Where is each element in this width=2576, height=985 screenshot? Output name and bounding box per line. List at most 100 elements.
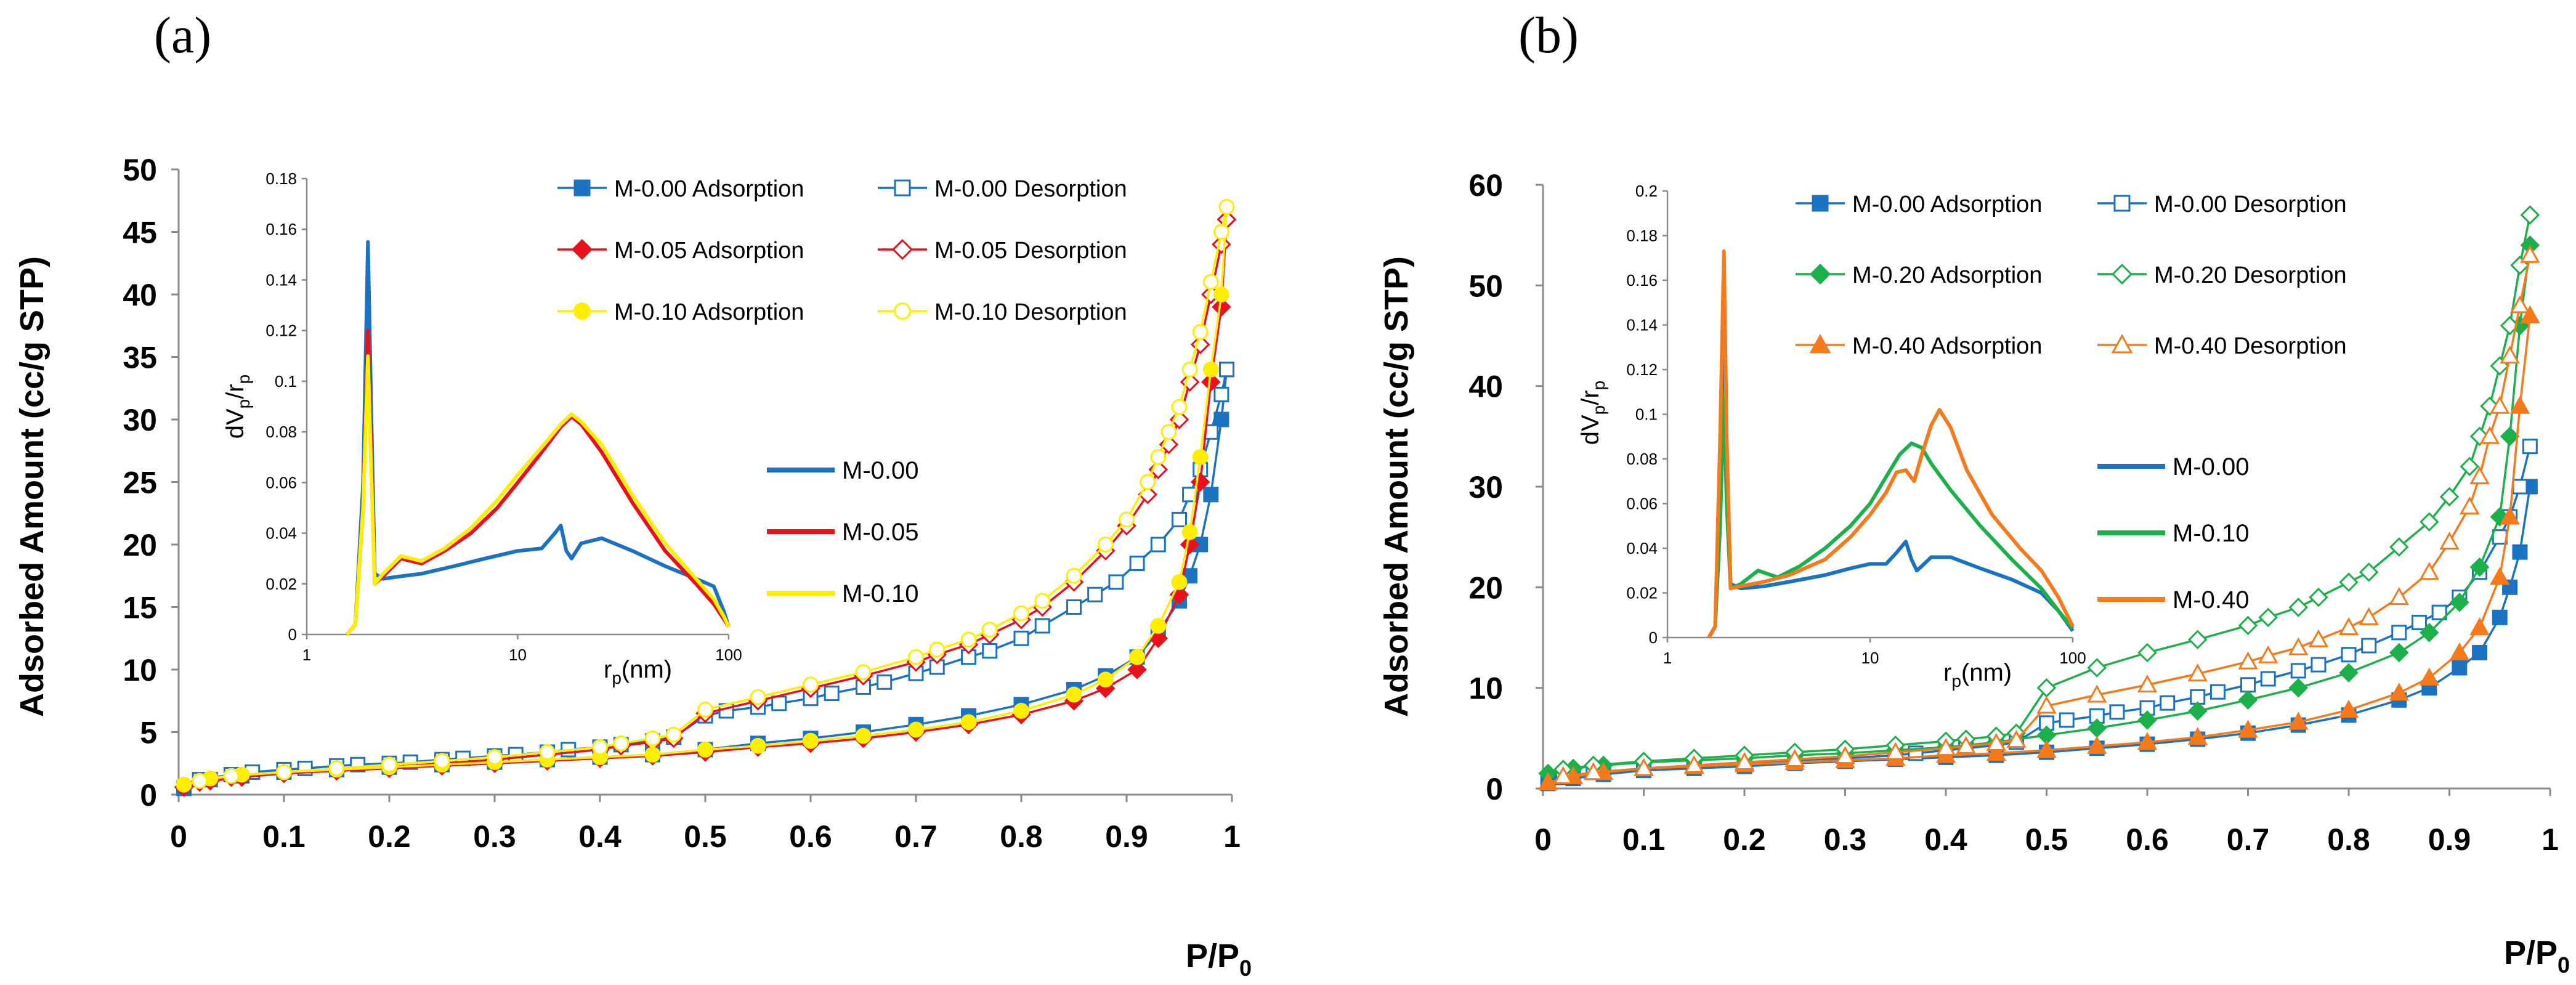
data-point bbox=[2500, 506, 2520, 525]
legend-label: M-0.00 Adsorption bbox=[614, 176, 804, 202]
data-point bbox=[2490, 567, 2510, 585]
panel-label: (a) bbox=[154, 7, 211, 64]
x-axis-label-sub: 0 bbox=[1239, 955, 1252, 981]
inset-legend-label: M-0.05 bbox=[842, 519, 919, 546]
data-point bbox=[697, 741, 713, 758]
data-point bbox=[2492, 609, 2508, 625]
data-point bbox=[1129, 555, 1145, 571]
data-point bbox=[1212, 297, 1231, 317]
x-tick-label: 0 bbox=[1534, 822, 1552, 857]
inset-x-axis-label: rp(nm) bbox=[1943, 659, 2012, 691]
legend-marker bbox=[1809, 263, 1831, 285]
inset-y-tick-label: 0.06 bbox=[1626, 495, 1658, 513]
data-point bbox=[1171, 399, 1188, 415]
data-point bbox=[1181, 524, 1198, 540]
data-point bbox=[2452, 660, 2468, 676]
data-point bbox=[2288, 637, 2309, 655]
x-tick-label: 0.2 bbox=[1723, 822, 1766, 857]
legend-marker bbox=[1812, 195, 1829, 212]
data-point bbox=[1013, 703, 1029, 719]
series-line bbox=[1547, 486, 2532, 785]
data-point bbox=[1935, 737, 1956, 756]
legend-entry: M-0.20 Adsorption bbox=[1796, 262, 2042, 288]
data-point bbox=[2492, 529, 2508, 545]
inset-y-tick-label: 0.12 bbox=[265, 322, 297, 340]
y-tick-label: 20 bbox=[1468, 570, 1503, 605]
data-point bbox=[2238, 651, 2258, 670]
data-point bbox=[908, 649, 924, 665]
data-point bbox=[2439, 532, 2460, 550]
data-point bbox=[2160, 695, 2176, 711]
legend-marker bbox=[573, 179, 591, 197]
data-point bbox=[1986, 732, 2006, 751]
data-point bbox=[1160, 424, 1177, 440]
data-point bbox=[2087, 658, 2107, 678]
inset-y-axis-label-part: p bbox=[234, 399, 253, 409]
data-point bbox=[2391, 625, 2407, 641]
legend-marker bbox=[2111, 263, 2133, 285]
legend-entry: M-0.10 Desorption bbox=[878, 299, 1127, 325]
data-point bbox=[2420, 512, 2439, 532]
legend-label: M-0.20 Adsorption bbox=[1852, 262, 2042, 288]
data-point bbox=[2420, 623, 2439, 642]
legend-label: M-0.05 Adsorption bbox=[614, 238, 804, 264]
inset-y-axis-label: dVp/rp bbox=[222, 375, 253, 439]
data-point bbox=[644, 747, 661, 763]
data-point bbox=[2411, 615, 2427, 630]
data-point bbox=[2238, 615, 2258, 636]
inset-y-tick-label: 0.18 bbox=[265, 169, 297, 188]
inset-y-axis-label-part: dV bbox=[222, 408, 249, 439]
legend-entry: M-0.05 Desorption bbox=[878, 238, 1127, 264]
legend-entry: M-0.20 Desorption bbox=[2097, 262, 2347, 288]
x-tick-label: 0.8 bbox=[1000, 819, 1043, 854]
data-point bbox=[223, 768, 240, 784]
data-point bbox=[2187, 663, 2208, 682]
legend-marker bbox=[894, 179, 911, 197]
legend-marker bbox=[1809, 334, 1831, 354]
data-point bbox=[2338, 617, 2359, 636]
inset-legend-label: M-0.00 bbox=[2173, 453, 2250, 480]
x-tick-label: 1 bbox=[2542, 822, 2559, 857]
x-axis-label-main: P/P bbox=[1186, 938, 1239, 975]
data-point bbox=[771, 695, 787, 711]
data-point bbox=[539, 744, 556, 760]
x-tick-label: 0.8 bbox=[2327, 822, 2370, 857]
data-point bbox=[1034, 618, 1050, 634]
data-point bbox=[2260, 671, 2276, 687]
data-point bbox=[2520, 245, 2540, 263]
inset-legend-label: M-0.10 bbox=[2173, 520, 2250, 547]
inset-x-tick-label: 100 bbox=[2059, 649, 2086, 667]
data-point bbox=[2339, 572, 2359, 592]
legend-entry: M-0.00 Desorption bbox=[2097, 192, 2347, 217]
legend-marker bbox=[571, 238, 593, 261]
data-point bbox=[1013, 605, 1029, 622]
data-point bbox=[2460, 456, 2479, 477]
data-point bbox=[2450, 593, 2469, 612]
inset-y-tick-label: 0.14 bbox=[1626, 316, 1658, 334]
data-point bbox=[2490, 395, 2510, 414]
data-point bbox=[1013, 630, 1029, 646]
data-point bbox=[1218, 362, 1234, 378]
inset-y-tick-label: 0.18 bbox=[1626, 227, 1658, 245]
data-point bbox=[1181, 361, 1198, 378]
data-point bbox=[2509, 295, 2530, 314]
data-point bbox=[2419, 667, 2439, 686]
data-point bbox=[855, 664, 872, 681]
data-point bbox=[1171, 574, 1188, 590]
data-point bbox=[1734, 752, 1755, 770]
data-point bbox=[803, 732, 819, 749]
data-point bbox=[2137, 675, 2158, 693]
data-point bbox=[1202, 361, 1219, 378]
inset-x-tick-label: 1 bbox=[1663, 649, 1672, 667]
data-point bbox=[1108, 574, 1124, 590]
legend-marker bbox=[2113, 195, 2131, 212]
legend-marker bbox=[2111, 334, 2133, 354]
inset-y-tick-label: 0.2 bbox=[1635, 182, 1658, 200]
inset-y-tick-label: 0.02 bbox=[1626, 584, 1658, 602]
inset-x-tick-label: 10 bbox=[509, 646, 527, 664]
data-point bbox=[1148, 460, 1169, 479]
data-point bbox=[2359, 607, 2379, 625]
data-point bbox=[2288, 678, 2309, 698]
data-point bbox=[2500, 426, 2520, 447]
data-point bbox=[2338, 699, 2359, 718]
